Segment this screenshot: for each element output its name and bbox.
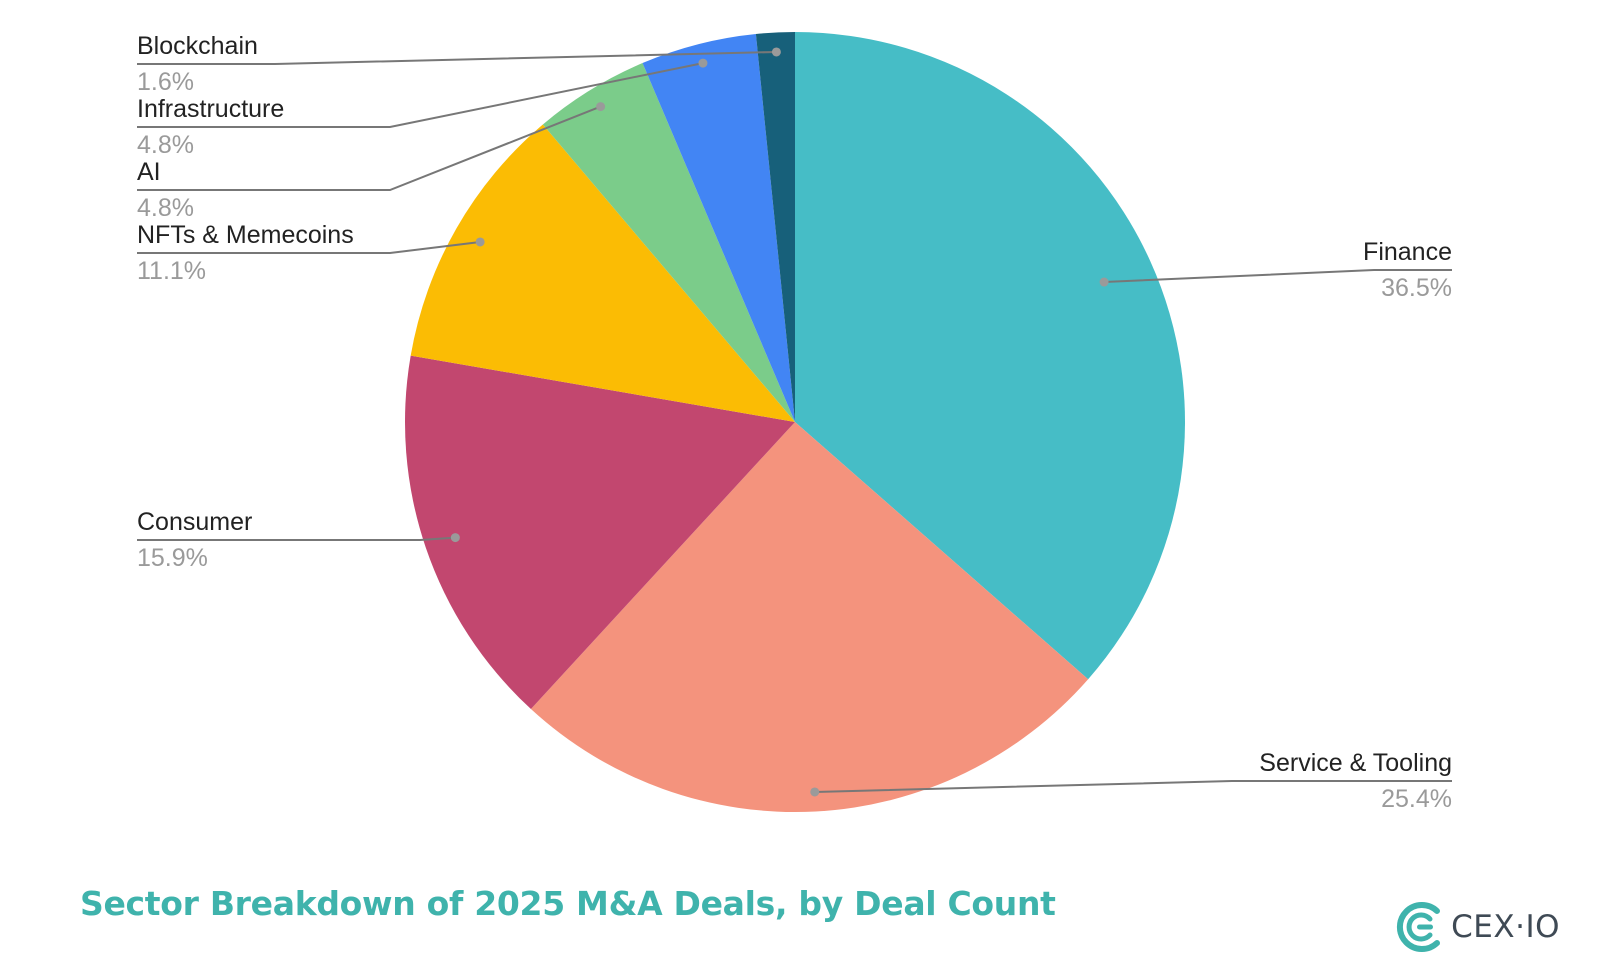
- cex-io-logo-icon: [1397, 902, 1441, 952]
- slice-percent-blockchain: 1.6%: [137, 68, 194, 96]
- slice-label-nfts-and-memecoins: NFTs & Memecoins: [137, 221, 354, 249]
- slice-label-ai: AI: [137, 158, 161, 186]
- leader-line-infrastructure: [137, 62, 704, 128]
- slice-label-service-and-tooling: Service & Tooling: [1259, 749, 1452, 777]
- pie-slice-service-and-tooling: [530, 422, 1089, 812]
- leader-dot-ai: [596, 102, 606, 112]
- leader-dot-blockchain: [771, 47, 781, 57]
- slice-percent-finance: 36.5%: [1381, 274, 1452, 302]
- pie-slice-ai: [542, 63, 795, 423]
- leader-line-nfts-and-memecoins: [137, 240, 481, 254]
- leader-dot-finance: [1099, 277, 1109, 287]
- leader-line-consumer: [137, 536, 456, 541]
- leader-dot-infrastructure: [698, 58, 708, 68]
- leader-line-service-and-tooling: [814, 780, 1452, 793]
- slice-percent-nfts-and-memecoins: 11.1%: [137, 257, 206, 285]
- chart-title: Sector Breakdown of 2025 M&A Deals, by D…: [80, 884, 1056, 923]
- pie-slice-finance: [795, 32, 1186, 680]
- slice-percent-ai: 4.8%: [137, 194, 194, 222]
- slice-label-finance: Finance: [1363, 238, 1452, 266]
- slice-label-consumer: Consumer: [137, 508, 252, 536]
- brand-logo: CEX·IO: [1393, 900, 1560, 954]
- pie-slice-blockchain: [755, 32, 795, 422]
- slice-percent-infrastructure: 4.8%: [137, 131, 194, 159]
- brand-wordmark: CEX·IO: [1451, 909, 1560, 945]
- pie-slice-nfts-and-memecoins: [410, 124, 795, 422]
- slice-label-blockchain: Blockchain: [137, 32, 258, 60]
- pie-slice-consumer: [405, 355, 795, 709]
- leader-dot-nfts-and-memecoins: [475, 237, 485, 247]
- leader-dot-consumer: [450, 533, 460, 543]
- pie-slice-infrastructure: [642, 33, 795, 422]
- leader-line-finance: [1104, 269, 1452, 284]
- leader-line-ai: [137, 105, 601, 191]
- leader-line-blockchain: [137, 50, 777, 65]
- slice-percent-consumer: 15.9%: [137, 544, 208, 572]
- slice-label-infrastructure: Infrastructure: [137, 95, 284, 123]
- leader-dot-service-and-tooling: [810, 787, 820, 797]
- slice-percent-service-and-tooling: 25.4%: [1381, 785, 1452, 813]
